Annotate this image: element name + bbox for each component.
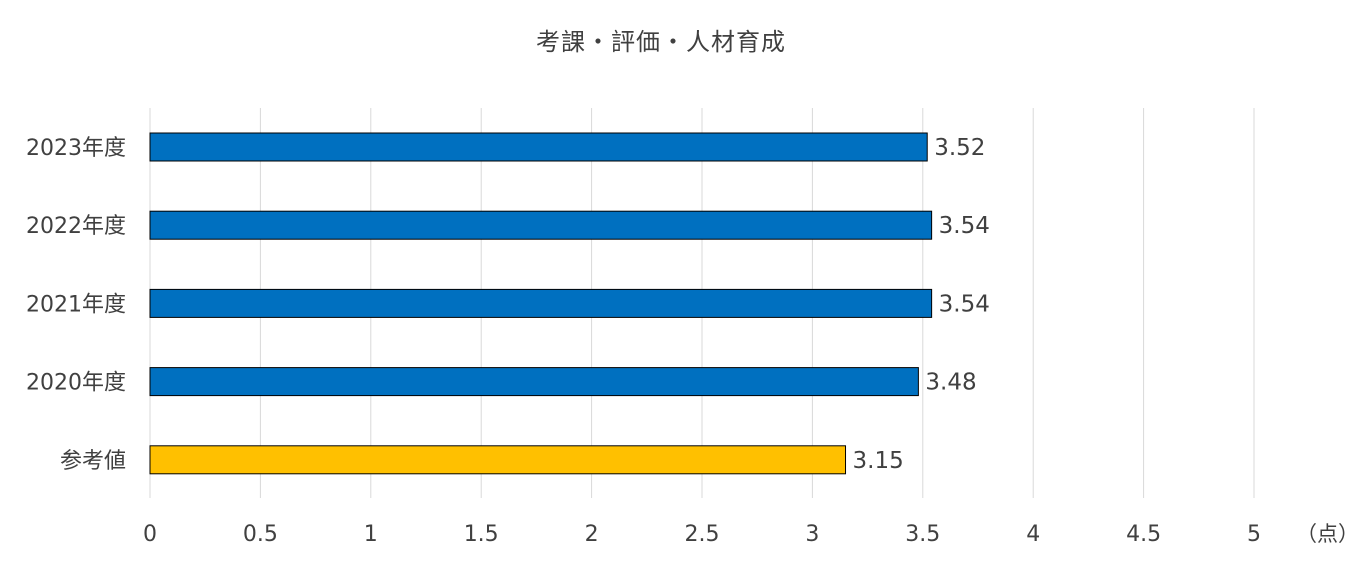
bar: [149, 367, 919, 397]
bar: [149, 132, 928, 162]
x-tick-label: 3: [805, 522, 819, 547]
x-tick-label: 2: [585, 522, 599, 547]
x-tick-labels: 0 0.5 1 1.5 2 2.5 3 3.5 4 4.5 5: [143, 522, 1261, 547]
x-tick-label: 3.5: [905, 522, 940, 547]
data-label: 3.52: [934, 135, 985, 161]
x-tick-label: 5: [1247, 522, 1261, 547]
x-tick-label: 1: [364, 522, 378, 547]
category-label: 2023年度: [26, 136, 126, 161]
x-tick-label: 1.5: [464, 522, 499, 547]
category-label: 2022年度: [26, 214, 126, 239]
unit-label: （点）: [1296, 522, 1359, 546]
x-tick-label: 2.5: [685, 522, 720, 547]
data-labels: 3.52 3.54 3.54 3.48 3.15: [853, 135, 990, 474]
bar: [149, 445, 847, 475]
x-tick-label: 0: [143, 522, 157, 547]
x-tick-label: 4.5: [1126, 522, 1161, 547]
bar: [149, 288, 933, 318]
data-label: 3.54: [939, 213, 990, 239]
x-tick-label: 0.5: [243, 522, 278, 547]
data-label: 3.15: [853, 448, 904, 474]
data-label: 3.54: [939, 291, 990, 317]
category-label: 2020年度: [26, 371, 126, 396]
category-label: 2021年度: [26, 292, 126, 317]
bars: [149, 132, 933, 475]
chart-title: 考課・評価・人材育成: [536, 28, 786, 56]
category-label: 参考値: [60, 449, 126, 474]
x-tick-label: 4: [1026, 522, 1040, 547]
data-label: 3.48: [925, 370, 976, 396]
bar: [149, 210, 933, 240]
